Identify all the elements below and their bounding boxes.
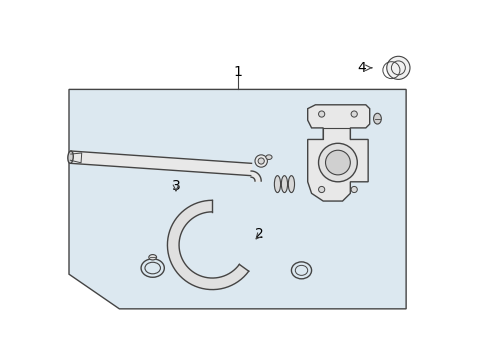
Text: 3: 3: [172, 179, 180, 193]
Text: 2: 2: [254, 227, 263, 241]
Polygon shape: [70, 151, 251, 176]
Circle shape: [258, 158, 264, 164]
Text: 1: 1: [234, 66, 243, 80]
Ellipse shape: [266, 155, 272, 159]
Ellipse shape: [68, 151, 74, 163]
Circle shape: [318, 111, 325, 117]
Text: 4: 4: [357, 61, 366, 75]
Ellipse shape: [149, 255, 157, 260]
Circle shape: [255, 155, 268, 167]
Circle shape: [318, 186, 325, 193]
Polygon shape: [308, 105, 369, 201]
Ellipse shape: [288, 176, 294, 193]
Circle shape: [351, 111, 357, 117]
Polygon shape: [168, 200, 249, 289]
Ellipse shape: [373, 113, 381, 124]
Circle shape: [351, 186, 357, 193]
Ellipse shape: [274, 176, 281, 193]
Circle shape: [387, 56, 410, 80]
Circle shape: [325, 150, 350, 175]
Polygon shape: [251, 171, 261, 181]
Polygon shape: [69, 89, 406, 309]
Circle shape: [318, 143, 357, 182]
Ellipse shape: [281, 176, 288, 193]
